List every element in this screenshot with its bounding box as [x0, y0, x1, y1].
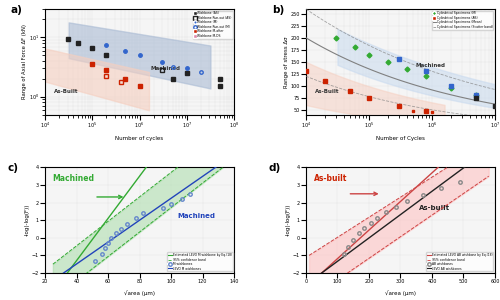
- X-axis label: Number of Cycles: Number of Cycles: [376, 136, 425, 141]
- Legend: Estimated LEVO M wishbone by Eq.(18), 95% confidence band, M wishbones, LEVO M w: Estimated LEVO M wishbone by Eq.(18), 95…: [167, 252, 232, 272]
- Legend: Estimated LEVO AB wishbone by Eq.(18), 95% confidence band, AB wishbones, LEVO A: Estimated LEVO AB wishbone by Eq.(18), 9…: [426, 252, 494, 272]
- Text: Machined: Machined: [416, 63, 446, 68]
- Text: Machined: Machined: [52, 174, 94, 183]
- Legend: Cylindrical Specimens (M), Cylindrical Specimens (AB), Cylindrical Specimens (Me: Cylindrical Specimens (M), Cylindrical S…: [432, 11, 494, 30]
- Text: Machined: Machined: [178, 213, 216, 219]
- X-axis label: √area (μm): √area (μm): [385, 290, 416, 296]
- Y-axis label: Range of stress Δσ: Range of stress Δσ: [284, 36, 289, 88]
- Text: As-Built: As-Built: [54, 89, 79, 94]
- Text: b): b): [272, 5, 284, 15]
- Text: d): d): [268, 163, 280, 173]
- Legend: Wishbone (AS), Wishbone Run-out (AS), Wishbone (M), Wishbone Run-out (M), Wishbo: Wishbone (AS), Wishbone Run-out (AS), Wi…: [193, 11, 232, 39]
- Text: c): c): [7, 163, 18, 173]
- X-axis label: √area (μm): √area (μm): [124, 290, 155, 296]
- Y-axis label: -log(-log(F)): -log(-log(F)): [25, 204, 30, 236]
- Text: As-Built: As-Built: [316, 89, 340, 94]
- Y-axis label: -log(-log(F)): -log(-log(F)): [286, 204, 291, 236]
- Text: As-built: As-built: [314, 174, 347, 183]
- Text: a): a): [11, 5, 23, 15]
- Y-axis label: Range of Axial Force ΔF (kN): Range of Axial Force ΔF (kN): [22, 24, 27, 99]
- Text: As-built: As-built: [420, 205, 450, 211]
- Text: Machined: Machined: [151, 66, 181, 71]
- X-axis label: Number of cycles: Number of cycles: [116, 136, 164, 141]
